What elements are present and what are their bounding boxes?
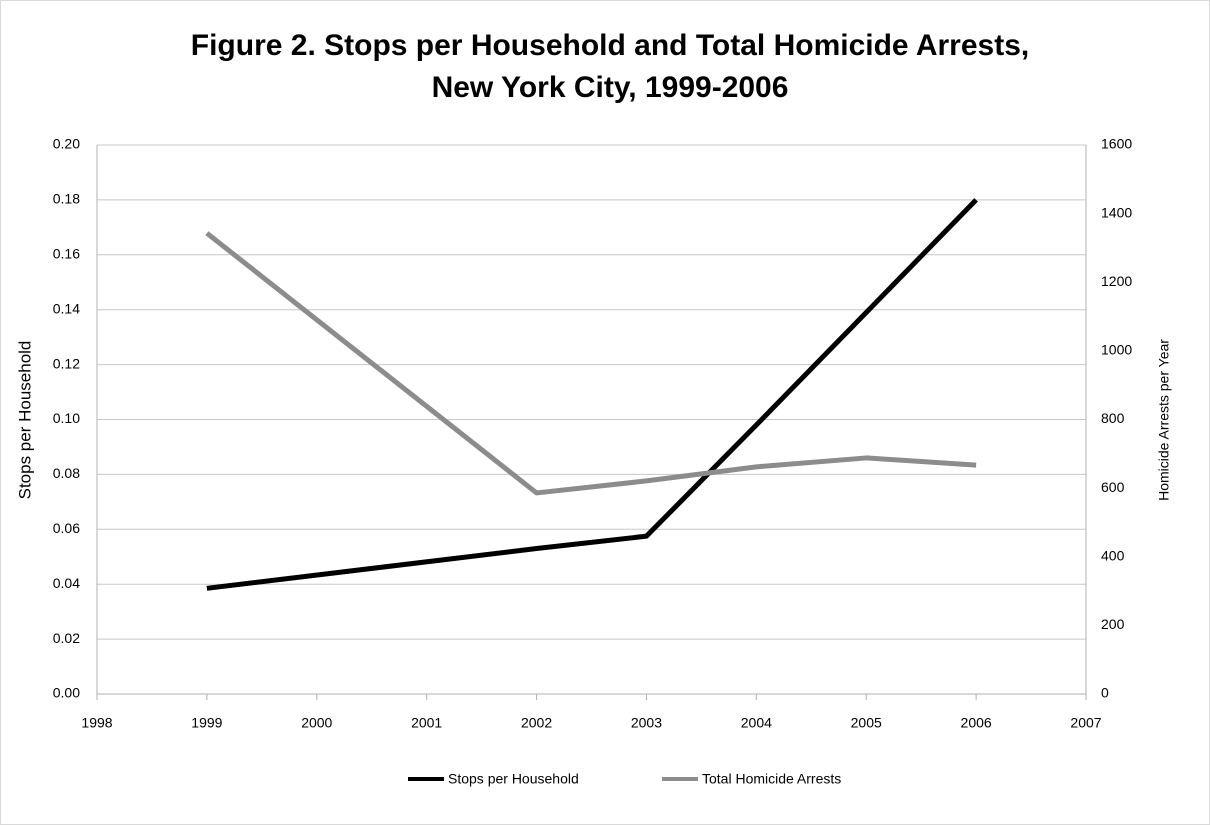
chart-title: New York City, 1999-2006 — [432, 71, 789, 104]
y-tick-label: 0.08 — [53, 465, 80, 481]
y2-tick-label: 1000 — [1101, 342, 1132, 358]
x-tick-label: 2004 — [741, 715, 772, 731]
y-tick-label: 0.20 — [53, 136, 80, 152]
y2-axis-label: Homicide Arrests per Year — [1156, 339, 1172, 501]
y2-tick-label: 0 — [1101, 685, 1109, 701]
y2-tick-label: 1600 — [1101, 136, 1132, 152]
y-tick-label: 0.00 — [53, 685, 80, 701]
y-axis-label: Stops per Household — [15, 341, 34, 500]
y-tick-label: 0.04 — [53, 575, 80, 591]
x-tick-label: 2001 — [411, 715, 442, 731]
series-line — [206, 198, 978, 591]
legend-label: Total Homicide Arrests — [702, 771, 841, 787]
chart-title: Figure 2. Stops per Household and Total … — [191, 29, 1029, 62]
y2-tick-label: 400 — [1101, 547, 1125, 563]
x-tick-label: 1998 — [81, 715, 112, 731]
y2-tick-label: 600 — [1101, 479, 1125, 495]
x-tick-label: 2007 — [1070, 715, 1101, 731]
y-tick-label: 0.02 — [53, 630, 80, 646]
series-line — [205, 231, 977, 496]
y-tick-label: 0.16 — [53, 246, 80, 262]
y2-tick-label: 800 — [1101, 410, 1125, 426]
legend-label: Stops per Household — [448, 771, 579, 787]
y-tick-label: 0.10 — [53, 410, 80, 426]
x-tick-label: 2005 — [851, 715, 882, 731]
x-tick-label: 2003 — [631, 715, 662, 731]
y-tick-label: 0.18 — [53, 191, 80, 207]
y-tick-label: 0.12 — [53, 355, 80, 371]
y2-tick-label: 200 — [1101, 616, 1125, 632]
y-tick-label: 0.06 — [53, 520, 80, 536]
x-tick-label: 1999 — [191, 715, 222, 731]
y2-tick-label: 1200 — [1101, 273, 1132, 289]
y-tick-label: 0.14 — [53, 300, 80, 316]
x-tick-label: 2002 — [521, 715, 552, 731]
y2-tick-label: 1400 — [1101, 204, 1132, 220]
x-tick-label: 2000 — [301, 715, 332, 731]
x-tick-label: 2006 — [961, 715, 992, 731]
